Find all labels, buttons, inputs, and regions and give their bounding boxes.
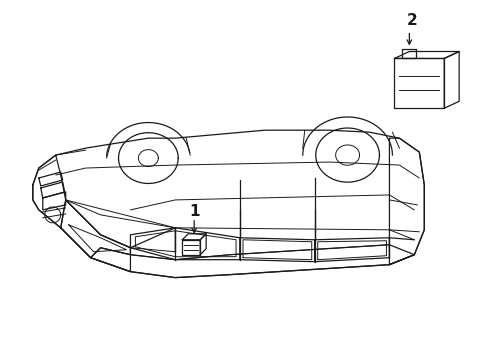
Text: 1: 1 [188,204,199,219]
Text: 2: 2 [406,13,417,28]
